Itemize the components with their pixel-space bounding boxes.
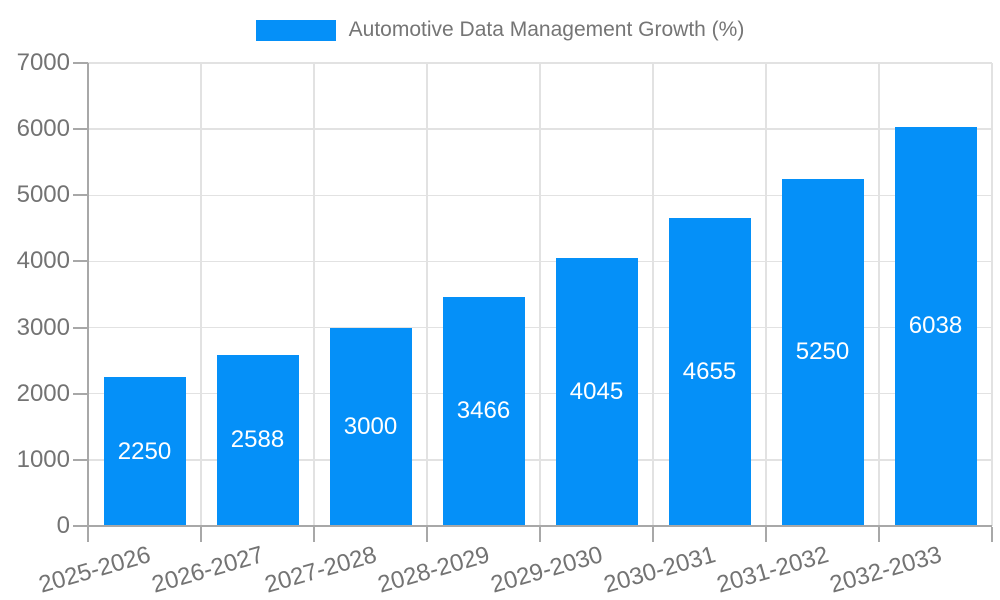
- x-axis-tick: [652, 527, 654, 542]
- bar[interactable]: [894, 126, 977, 525]
- legend-swatch: [255, 19, 336, 41]
- x-axis-tick: [200, 527, 202, 542]
- x-axis-label: 2029-2030: [487, 541, 606, 599]
- x-axis-label: 2026-2027: [148, 541, 267, 599]
- y-axis-line: [86, 63, 90, 528]
- bar-value-label: 3000: [343, 412, 398, 440]
- y-axis-label: 7000: [16, 49, 70, 76]
- gridline-vertical: [878, 63, 880, 526]
- bar[interactable]: [103, 377, 186, 525]
- gridline-vertical: [991, 63, 993, 526]
- bar-value-label: 2250: [117, 437, 172, 465]
- bar[interactable]: [329, 327, 412, 525]
- bar-value-label: 4655: [682, 358, 737, 386]
- bar[interactable]: [216, 354, 299, 525]
- y-axis-label: 4000: [16, 247, 70, 275]
- y-axis-tick: [73, 326, 88, 329]
- y-axis-label: 3000: [16, 313, 70, 341]
- bar-value-label: 2588: [230, 426, 285, 454]
- y-axis-tick: [73, 128, 88, 131]
- legend-label: Automotive Data Management Growth (%): [348, 18, 745, 41]
- bar-value-label: 3466: [456, 397, 511, 425]
- legend-item[interactable]: Automotive Data Management Growth (%): [0, 17, 1000, 43]
- y-axis-label: 6000: [16, 115, 70, 143]
- x-axis-tick: [313, 527, 315, 542]
- gridline-vertical: [200, 63, 202, 526]
- y-axis-tick: [73, 392, 88, 395]
- x-axis-label: 2031-2032: [713, 541, 832, 599]
- bar-value-label: 5250: [795, 338, 850, 366]
- x-axis-tick: [765, 527, 767, 542]
- gridline-vertical: [652, 63, 654, 526]
- y-axis-tick: [73, 62, 88, 64]
- x-axis-tick: [426, 527, 428, 542]
- x-axis-label: 2025-2026: [35, 541, 154, 599]
- gridline-vertical: [313, 63, 315, 526]
- bar[interactable]: [555, 258, 638, 525]
- gridline-vertical: [426, 63, 428, 526]
- x-axis-label: 2032-2033: [826, 541, 945, 599]
- y-axis-tick: [73, 525, 88, 527]
- y-axis-label: 1000: [16, 445, 70, 473]
- gridline-vertical: [539, 63, 541, 526]
- x-axis-tick: [87, 527, 89, 542]
- x-axis-line: [88, 524, 992, 528]
- bar[interactable]: [442, 296, 525, 525]
- bar-value-label: 6038: [908, 312, 963, 340]
- x-axis-label: 2030-2031: [600, 541, 719, 599]
- x-axis-tick: [991, 527, 993, 542]
- gridline-vertical: [765, 63, 767, 526]
- bar[interactable]: [781, 178, 864, 525]
- bar-value-label: 4045: [569, 378, 624, 406]
- y-axis-label: 5000: [16, 181, 70, 209]
- y-axis-tick: [73, 260, 88, 263]
- bar[interactable]: [668, 218, 751, 525]
- x-axis-tick: [878, 527, 880, 542]
- y-axis-label: 0: [56, 512, 70, 539]
- x-axis-label: 2028-2029: [374, 541, 493, 599]
- x-axis-label: 2027-2028: [261, 541, 380, 599]
- x-axis-tick: [539, 527, 541, 542]
- y-axis-tick: [73, 194, 88, 197]
- y-axis-tick: [73, 458, 88, 461]
- y-axis-label: 2000: [16, 379, 70, 407]
